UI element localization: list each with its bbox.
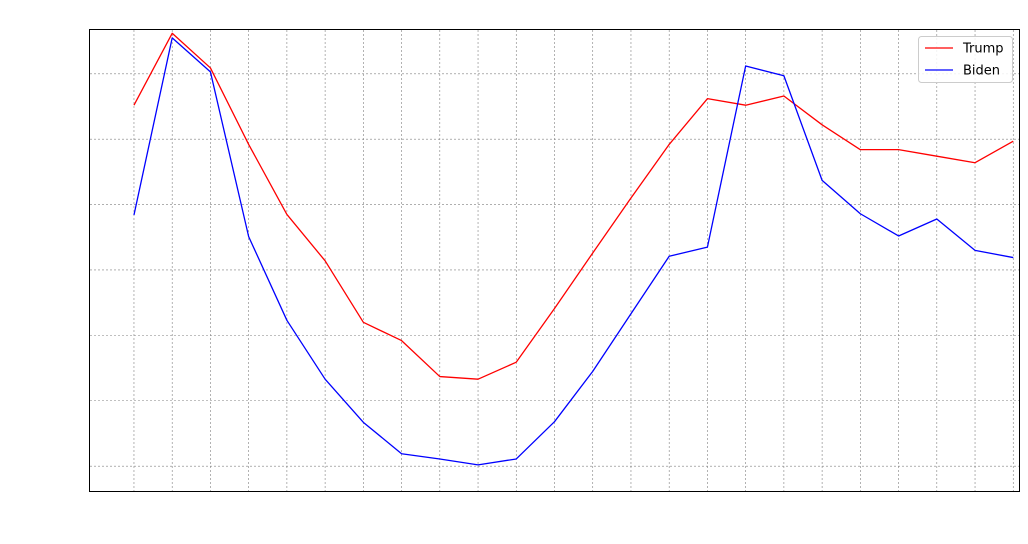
grid-lines — [90, 30, 1019, 491]
legend-label-biden: Biden — [963, 64, 1000, 79]
series-lines — [133, 32, 1014, 466]
legend-label-trump: Trump — [962, 42, 1004, 57]
series-line-biden — [133, 37, 1014, 466]
plot-area-frame — [89, 29, 1020, 492]
legend: Trump Biden — [918, 36, 1013, 83]
series-line-trump — [133, 32, 1014, 380]
